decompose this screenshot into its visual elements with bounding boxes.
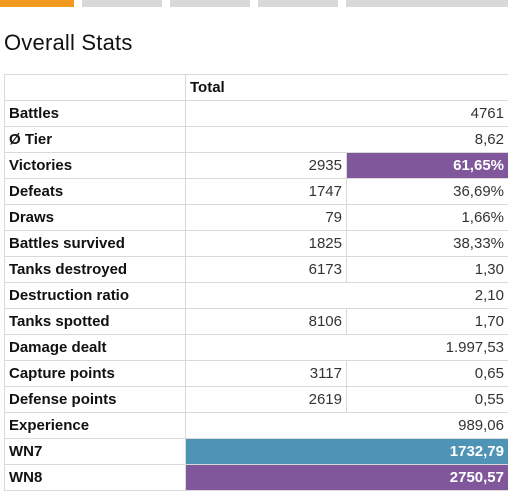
row-label: Ø Tier: [4, 126, 186, 153]
header-label-cell: [4, 74, 186, 101]
row-label: Battles survived: [4, 230, 186, 257]
table-row: WN8 2750,57: [4, 464, 508, 491]
row-count: 8106: [185, 308, 347, 335]
table-row: Draws 79 1,66%: [4, 204, 508, 231]
row-value: 1,66%: [346, 204, 508, 231]
table-row: WN7 1732,79: [4, 438, 508, 465]
row-label: Tanks destroyed: [4, 256, 186, 283]
row-label: Damage dealt: [4, 334, 186, 361]
table-row: Destruction ratio 2,10: [4, 282, 508, 309]
row-label: WN7: [4, 438, 186, 465]
row-value: 1,30: [346, 256, 508, 283]
row-value: 989,06: [185, 412, 508, 439]
tab-2[interactable]: [82, 0, 162, 7]
row-value: 0,65: [346, 360, 508, 387]
table-row: Damage dealt 1.997,53: [4, 334, 508, 361]
tab-3[interactable]: [170, 0, 250, 7]
row-label: Battles: [4, 100, 186, 127]
table-row: Battles 4761: [4, 100, 508, 127]
row-label: Draws: [4, 204, 186, 231]
tab-5[interactable]: [346, 0, 508, 7]
row-value: 0,55: [346, 386, 508, 413]
row-label: Defense points: [4, 386, 186, 413]
row-count: 3117: [185, 360, 347, 387]
table-row: Battles survived 1825 38,33%: [4, 230, 508, 257]
table-row: Tanks destroyed 6173 1,30: [4, 256, 508, 283]
row-count: 1747: [185, 178, 347, 205]
row-value-highlighted: 61,65%: [346, 152, 508, 179]
row-value-highlighted: 2750,57: [185, 464, 508, 491]
table-row: Tanks spotted 8106 1,70: [4, 308, 508, 335]
row-value-highlighted: 1732,79: [185, 438, 508, 465]
row-count: 2935: [185, 152, 347, 179]
tab-4[interactable]: [258, 0, 338, 7]
row-label: Victories: [4, 152, 186, 179]
row-value: 36,69%: [346, 178, 508, 205]
table-row: Defeats 1747 36,69%: [4, 178, 508, 205]
row-count: 6173: [185, 256, 347, 283]
header-total-cell: Total: [185, 74, 508, 101]
row-label: Capture points: [4, 360, 186, 387]
row-count: 2619: [185, 386, 347, 413]
row-value: 1,70: [346, 308, 508, 335]
row-count: 79: [185, 204, 347, 231]
overall-stats-table: Total Battles 4761 Ø Tier 8,62 Victories…: [4, 74, 508, 491]
row-value: 1.997,53: [185, 334, 508, 361]
table-row: Ø Tier 8,62: [4, 126, 508, 153]
row-value: 2,10: [185, 282, 508, 309]
row-label: WN8: [4, 464, 186, 491]
row-label: Tanks spotted: [4, 308, 186, 335]
row-label: Destruction ratio: [4, 282, 186, 309]
tab-bar: [0, 0, 508, 7]
row-value: 4761: [185, 100, 508, 127]
row-label: Experience: [4, 412, 186, 439]
table-row: Defense points 2619 0,55: [4, 386, 508, 413]
row-label: Defeats: [4, 178, 186, 205]
page-title: Overall Stats: [4, 30, 133, 55]
row-value: 8,62: [185, 126, 508, 153]
table-row: Experience 989,06: [4, 412, 508, 439]
table-header-row: Total: [4, 74, 508, 101]
row-count: 1825: [185, 230, 347, 257]
row-value: 38,33%: [346, 230, 508, 257]
tab-overall-stats[interactable]: [0, 0, 74, 7]
table-row: Capture points 3117 0,65: [4, 360, 508, 387]
table-row: Victories 2935 61,65%: [4, 152, 508, 179]
